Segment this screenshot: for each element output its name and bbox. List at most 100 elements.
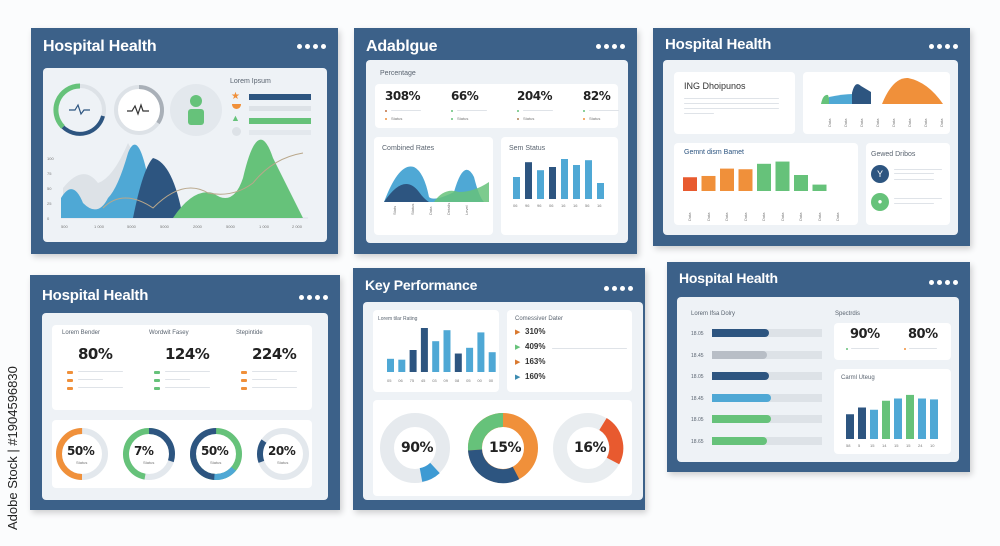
panel-title: Hospital Health xyxy=(679,270,778,286)
x-tick: Data xyxy=(827,118,832,127)
kpi-sub: Status xyxy=(391,116,403,121)
area-chart xyxy=(821,77,943,104)
ring-sub: Status xyxy=(143,460,155,465)
heart-monitor-ring-icon xyxy=(53,83,106,136)
bar-label: 96 xyxy=(537,203,542,208)
bar xyxy=(585,160,592,199)
panel-adablgue: Adablgue Percentage 308% Status 66% Status 2… xyxy=(354,28,637,254)
stat-dot xyxy=(904,348,906,350)
area-card: Data Data Data Data Data Data Data Data xyxy=(803,72,950,134)
bar xyxy=(775,161,790,191)
x-tick: Level xyxy=(464,205,469,215)
rating-card: Lorem tilar Rating 05 06 75 45 03 09 08 05 00 00 xyxy=(373,310,499,392)
legend-title: Lorem Ipsum xyxy=(230,78,271,85)
bar-label: 08 xyxy=(454,378,460,383)
combined-rates-card: Combined Rates Stats Status Data Details Lev… xyxy=(374,137,493,235)
text-line xyxy=(252,379,277,380)
kpi-dot xyxy=(385,110,387,112)
x-tick: Data xyxy=(761,212,766,221)
x-tick: Data xyxy=(891,118,896,127)
panel-title: Adablgue xyxy=(366,38,438,55)
bar-label: 24 xyxy=(918,443,923,448)
bar-label: 58 xyxy=(846,443,851,448)
bar xyxy=(513,177,520,199)
x-tick: Data xyxy=(742,212,748,221)
triangle-marker-icon: ▶ xyxy=(515,329,521,336)
bar-label: 05 xyxy=(387,378,392,383)
bar-label: 96 xyxy=(525,203,530,208)
bar-chart xyxy=(387,328,496,372)
bar-label: 15 xyxy=(870,443,875,448)
x-tick: Data xyxy=(724,212,729,221)
legend-marker xyxy=(241,387,247,390)
x-tick: Data xyxy=(705,212,711,221)
ring-charts xyxy=(56,428,309,480)
more-options-icon[interactable] xyxy=(929,44,958,49)
stats-card: 90% 80% xyxy=(834,323,951,360)
x-tick: Data xyxy=(816,212,822,221)
card-title: Comessiver Dater xyxy=(515,316,564,322)
kpi-line xyxy=(457,110,487,111)
bar xyxy=(398,359,406,372)
bar-label: 10 xyxy=(930,443,935,448)
ring-value: 7% xyxy=(134,444,154,458)
kpi-value: 66% xyxy=(451,89,479,103)
bar xyxy=(573,165,580,199)
card-title: Lorem tilar Rating xyxy=(378,316,418,322)
y-tick: 50 xyxy=(47,186,52,191)
area-chart xyxy=(384,166,489,202)
bar xyxy=(409,350,417,372)
stats-title: Spectrdis xyxy=(835,311,861,317)
bar xyxy=(537,170,544,199)
stock-watermark: Adobe Stock | #1904596830 xyxy=(5,366,20,530)
info-title: ING Dhoipunos xyxy=(684,81,746,91)
list-value: 409% xyxy=(525,342,546,351)
text-line xyxy=(78,379,103,380)
x-tick: Details xyxy=(446,202,451,215)
kpi-label: Wordwit Fasey xyxy=(149,330,189,336)
donut-value: 16% xyxy=(574,440,607,456)
ring-progress xyxy=(123,428,175,480)
x-tick: Data xyxy=(835,212,840,221)
donut-charts xyxy=(380,412,624,484)
bar-label: 16 xyxy=(561,203,566,208)
bar xyxy=(757,163,771,191)
bar xyxy=(549,167,556,199)
ring-value: 50% xyxy=(201,444,229,458)
bar xyxy=(812,184,827,191)
donut-value: 90% xyxy=(401,440,434,456)
panel-body: Lorem Ipsum ★ ▲ 100 75 50 25 0 500 1 000 5000 5… xyxy=(43,68,327,242)
kpi-value: 124% xyxy=(165,345,210,363)
more-options-icon[interactable] xyxy=(604,286,633,291)
panel-body: Lorem tilar Rating 05 06 75 45 03 09 08 05 00 00 … xyxy=(363,302,643,500)
panel-title: Hospital Health xyxy=(665,36,772,53)
more-options-icon[interactable] xyxy=(297,44,326,49)
row-label: 18.05 xyxy=(691,374,704,380)
triangle-marker-icon: ▶ xyxy=(515,359,521,366)
bar xyxy=(443,330,451,372)
bar-label: 5 xyxy=(858,443,861,448)
text-line xyxy=(165,379,190,380)
more-options-icon[interactable] xyxy=(929,280,958,285)
x-tick: Data xyxy=(798,212,803,221)
more-options-icon[interactable] xyxy=(596,44,625,49)
bar xyxy=(701,175,716,191)
text-line xyxy=(78,371,123,372)
info-card: ING Dhoipunos xyxy=(674,72,795,134)
bar xyxy=(918,398,926,439)
kpi-label: Lorem Bender xyxy=(62,330,101,336)
leaf-icon: ● xyxy=(871,193,889,211)
x-tick: Status xyxy=(410,203,415,215)
bar xyxy=(906,394,914,439)
kpi-sub: Status xyxy=(589,116,601,121)
legend-marker xyxy=(67,379,73,382)
bar xyxy=(466,347,474,372)
progress-fill xyxy=(712,350,767,359)
row-label: 18.65 xyxy=(691,438,704,445)
list-value: 163% xyxy=(525,357,546,366)
section-label: Percentage xyxy=(380,70,416,77)
x-tick: 5000 xyxy=(226,224,235,229)
patient-icon xyxy=(170,84,222,136)
more-options-icon[interactable] xyxy=(299,295,328,300)
bar xyxy=(432,341,440,372)
